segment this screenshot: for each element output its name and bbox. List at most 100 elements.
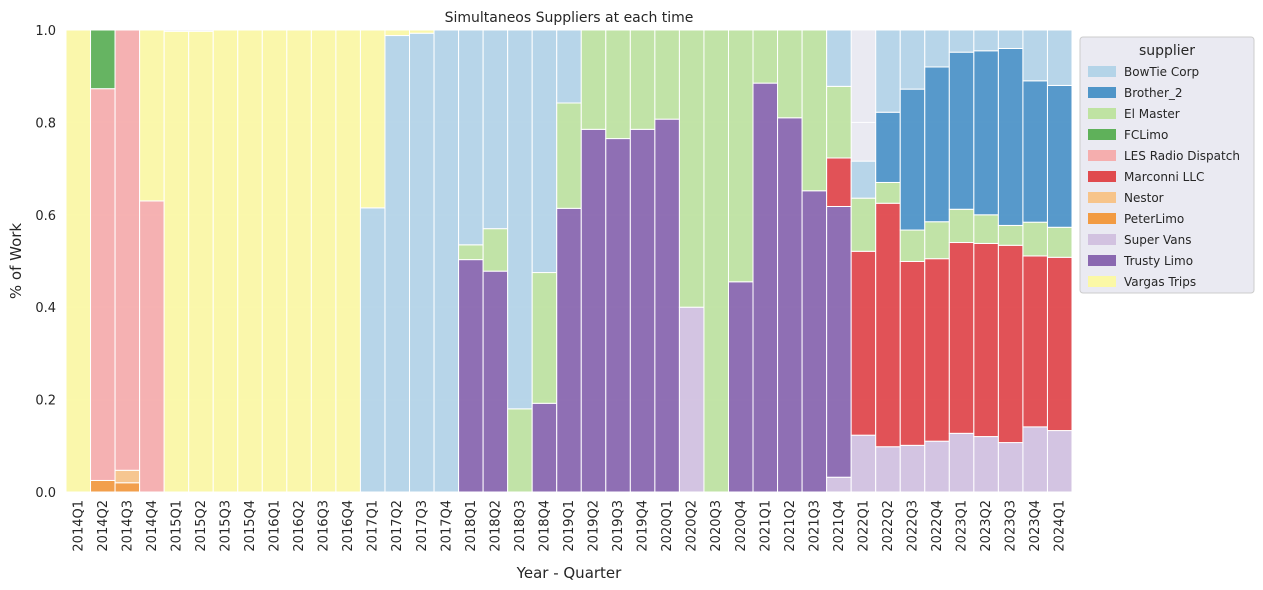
bar-segment-trusty-limo-2020Q4 (727, 281, 754, 493)
bar-segment-vargas-trips-2015Q4 (237, 29, 263, 493)
bar-segment-el-master-2020Q4 (727, 29, 754, 283)
legend-label-vargas-trips: Vargas Trips (1124, 275, 1196, 289)
bar-segment-bowtie-corp-2023Q4 (1022, 29, 1048, 82)
x-tick-label: 2022Q1 (856, 500, 871, 552)
legend-label-nestor: Nestor (1124, 191, 1164, 205)
legend-label-bowtie-corp: BowTie Corp (1124, 65, 1199, 79)
x-tick-label: 2019Q3 (611, 500, 626, 552)
bar-segment-bowtie-corp-2022Q2 (875, 29, 901, 113)
y-tick-label: 0.0 (35, 486, 56, 501)
x-tick-label: 2015Q3 (218, 500, 233, 552)
bar-segment-vargas-trips-2016Q2 (286, 29, 312, 493)
bar-segment-bowtie-corp-2022Q4 (924, 29, 950, 68)
x-tick-label: 2022Q4 (930, 500, 945, 552)
bar-segment-el-master-2019Q4 (629, 29, 656, 130)
bar-segment-bowtie-corp-2023Q2 (973, 29, 999, 52)
bar-segment-trusty-limo-2018Q1 (458, 259, 484, 493)
y-tick-label: 1.0 (35, 24, 56, 39)
bar-segment-super-vans-2022Q1 (850, 434, 877, 493)
bar-segment-el-master-2020Q1 (654, 29, 680, 120)
bar-segment-marconni-llc-2023Q2 (973, 242, 999, 438)
bar-segment-el-master-2022Q4 (924, 221, 950, 260)
bar-segment-super-vans-2023Q1 (948, 432, 975, 493)
legend-swatch-trusty-limo (1088, 255, 1116, 266)
x-tick-label: 2018Q3 (513, 500, 528, 552)
bar-segment-bowtie-corp-2017Q2 (384, 35, 411, 493)
x-tick-label: 2020Q3 (709, 500, 724, 552)
bar-segment-el-master-2023Q4 (1022, 221, 1048, 257)
bar-segment-bowtie-corp-2018Q3 (507, 29, 533, 410)
bar-segment-brother-2-2023Q2 (973, 50, 999, 216)
bar-segment-marconni-llc-2024Q1 (1046, 256, 1073, 432)
legend-swatch-fclimo (1088, 129, 1116, 140)
bar-segment-marconni-llc-2022Q1 (850, 250, 877, 436)
legend-label-trusty-limo: Trusty Limo (1123, 254, 1193, 268)
x-tick-label: 2018Q4 (537, 500, 552, 552)
legend-swatch-vargas-trips (1088, 276, 1116, 287)
x-tick-label: 2023Q2 (979, 500, 994, 552)
bar-segment-el-master-2018Q4 (531, 272, 558, 404)
x-tick-label: 2022Q3 (906, 500, 921, 552)
legend-swatch-marconni-llc (1088, 171, 1116, 182)
bar-segment-el-master-2018Q3 (507, 408, 533, 493)
bar-segment-trusty-limo-2019Q2 (580, 128, 607, 493)
bar-segment-trusty-limo-2021Q1 (752, 82, 779, 493)
bar-segment-el-master-2019Q3 (605, 29, 631, 140)
bar-segment-trusty-limo-2021Q4 (826, 205, 852, 478)
x-axis-title: Year - Quarter (516, 564, 622, 582)
x-tick-label: 2015Q4 (243, 500, 258, 552)
bar-segment-brother-2-2023Q4 (1022, 80, 1048, 223)
bar-segment-super-vans-2023Q4 (1022, 426, 1048, 493)
chart-title: Simultaneos Suppliers at each time (445, 10, 694, 26)
bar-segment-el-master-2021Q1 (752, 29, 779, 84)
bar-segment-vargas-trips-2014Q1 (65, 29, 92, 493)
x-tick-label: 2016Q4 (341, 500, 356, 552)
legend-swatch-les-radio-dispatch (1088, 150, 1116, 161)
bar-segment-el-master-2024Q1 (1046, 226, 1073, 258)
x-tick-label: 2021Q1 (758, 500, 773, 552)
x-tick-label: 2021Q4 (832, 500, 847, 552)
bar-segment-bowtie-corp-2017Q3 (409, 32, 435, 493)
bar-segment-vargas-trips-2017Q1 (359, 29, 386, 209)
x-tick-label: 2020Q2 (685, 500, 700, 552)
x-tick-label: 2016Q2 (292, 500, 307, 552)
bar-segment-trusty-limo-2019Q1 (556, 207, 582, 493)
x-tick-label: 2019Q2 (587, 500, 602, 552)
bar-segment-trusty-limo-2019Q3 (605, 138, 631, 493)
bar-segment-el-master-2023Q1 (948, 208, 975, 244)
bar-segment-brother-2-2022Q2 (875, 111, 901, 183)
x-tick-label: 2014Q2 (96, 500, 111, 552)
bar-segment-les-radio-dispatch-2014Q4 (139, 200, 165, 493)
x-tick-label: 2024Q1 (1053, 500, 1068, 552)
bar-segment-trusty-limo-2018Q4 (531, 402, 558, 493)
bar-segment-peterlimo-2014Q3 (114, 482, 141, 493)
legend-swatch-brother-2 (1088, 87, 1116, 98)
x-tick-label: 2017Q3 (415, 500, 430, 552)
x-tick-label: 2023Q3 (1004, 500, 1019, 552)
bar-segment-bowtie-corp-2024Q1 (1046, 29, 1073, 86)
bar-segment-vargas-trips-2016Q4 (335, 29, 361, 493)
bar-segment-peterlimo-2014Q2 (90, 479, 116, 493)
bar-segment-super-vans-2022Q2 (875, 446, 901, 493)
bar-segment-bowtie-corp-2022Q3 (899, 29, 926, 90)
bar-segment-marconni-llc-2023Q4 (1022, 255, 1048, 428)
bar-segment-el-master-2022Q1 (850, 197, 877, 252)
bar-segment-trusty-limo-2019Q4 (629, 128, 656, 493)
x-tick-label: 2017Q4 (439, 500, 454, 552)
bar-segment-trusty-limo-2018Q2 (482, 270, 509, 493)
bar-segment-brother-2-2023Q3 (997, 47, 1024, 226)
x-tick-label: 2016Q1 (268, 500, 283, 552)
legend-items: BowTie Corp Brother_2 El Master FCLimo LES R… (1088, 65, 1240, 289)
bar-segment-el-master-2020Q2 (678, 29, 705, 308)
legend-swatch-bowtie-corp (1088, 66, 1116, 77)
bar-segment-trusty-limo-2021Q3 (801, 190, 828, 493)
bar-segment-les-radio-dispatch-2014Q2 (90, 88, 116, 481)
bar-segment-vargas-trips-2017Q2 (384, 29, 411, 37)
bar-segment-marconni-llc-2022Q4 (924, 258, 950, 442)
legend-swatch-el-master (1088, 108, 1116, 119)
bar-segment-marconni-llc-2022Q2 (875, 202, 901, 448)
x-axis-ticks: 2014Q1 2014Q2 2014Q3 2014Q4 2015Q1 2015Q2 2015… (71, 500, 1067, 552)
x-tick-label: 2022Q2 (881, 500, 896, 552)
bar-segment-bowtie-corp-2018Q2 (482, 29, 509, 230)
